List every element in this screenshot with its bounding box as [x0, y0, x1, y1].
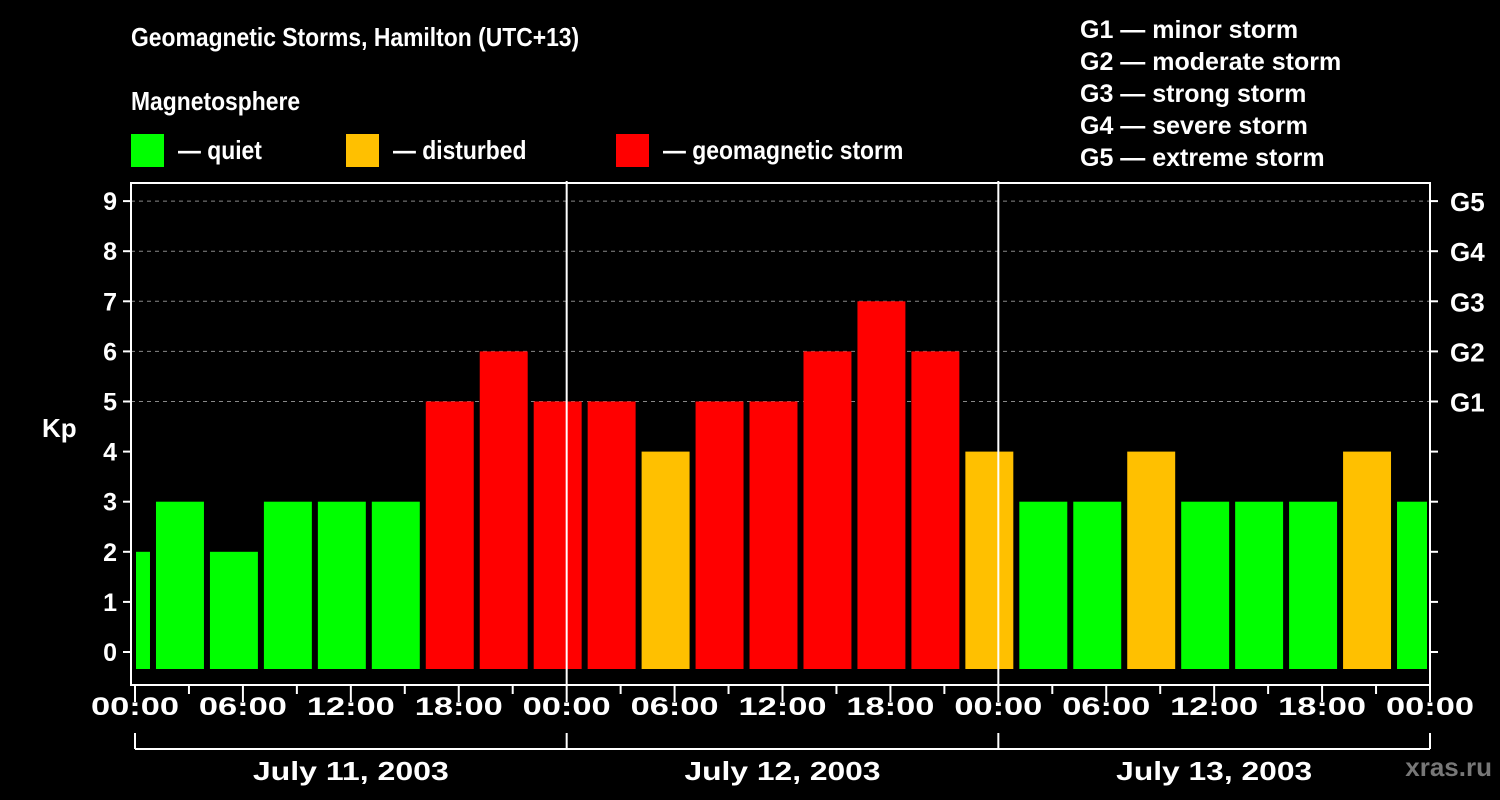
legend-storm: — geomagnetic storm: [616, 133, 936, 167]
kp-bar: [1127, 451, 1176, 669]
legend-disturbed: — disturbed: [346, 133, 545, 167]
y-tick-label: 9: [103, 188, 117, 216]
kp-bar: [1181, 501, 1230, 669]
plot-frame: [130, 182, 1431, 686]
kp-bar: [317, 501, 366, 669]
kp-bar: [965, 451, 1014, 669]
axes: 0 1 2 3 4 5 6 7 8 9 G1 G2 G3 G4 G5 Kp 00:00 06:00 12:00 18:…: [42, 181, 1485, 786]
y-tick-label: 1: [103, 589, 117, 617]
kp-bar: [479, 351, 528, 669]
kp-bar: [587, 401, 636, 669]
g-level-label: G1: [1450, 388, 1485, 418]
kp-bar: [155, 501, 204, 669]
x-tick-label: 18:00: [1278, 693, 1366, 721]
bars: [136, 301, 1427, 669]
x-tick-label: 06:00: [199, 693, 287, 721]
disturbed-swatch: [346, 133, 379, 167]
y-tick-label: 4: [103, 439, 117, 467]
watermark: xras.ru: [1405, 752, 1492, 782]
x-tick-label: 12:00: [307, 693, 395, 721]
kp-bar: [136, 551, 150, 669]
x-tick-label: 00:00: [91, 693, 179, 721]
kp-bar: [641, 451, 690, 669]
date-label: July 12, 2003: [685, 756, 881, 786]
y-tick-label: 7: [103, 288, 117, 316]
x-tick-label: 06:00: [631, 693, 719, 721]
x-tick-label: 12:00: [739, 693, 827, 721]
y-axis-label: Kp: [42, 413, 77, 443]
x-tick-label: 00:00: [523, 693, 611, 721]
kp-bar: [1235, 501, 1284, 669]
kp-bar: [695, 401, 744, 669]
legend-quiet: — quiet: [131, 133, 273, 167]
kp-bar: [1397, 501, 1427, 669]
kp-bar: [803, 351, 852, 669]
y-tick-label: 0: [103, 639, 117, 667]
date-label: July 13, 2003: [1116, 756, 1312, 786]
kp-bar: [209, 551, 258, 669]
date-label: July 11, 2003: [253, 756, 449, 786]
kp-bar: [1019, 501, 1068, 669]
g-level-label: G3: [1450, 287, 1485, 317]
kp-bar: [1289, 501, 1338, 669]
x-tick-label: 06:00: [1062, 693, 1150, 721]
kp-bar: [1073, 501, 1122, 669]
x-tick-label: 00:00: [954, 693, 1042, 721]
g-scale-legend: G1 — minor storm G2 — moderate storm G3 …: [1080, 16, 1342, 172]
g-level-label: G5: [1450, 187, 1485, 217]
kp-bar: [533, 401, 582, 669]
quiet-swatch: [131, 133, 164, 167]
y-tick-label: 3: [103, 489, 117, 517]
x-tick-label: 12:00: [1170, 693, 1258, 721]
y-tick-label: 6: [103, 338, 117, 366]
kp-bar: [263, 501, 312, 669]
kp-bar: [425, 401, 474, 669]
y-tick-label: 8: [103, 238, 117, 266]
kp-bar: [857, 301, 906, 669]
legend-heading: Magnetosphere: [131, 86, 301, 116]
storm-swatch: [616, 133, 649, 167]
y-tick-label: 2: [103, 539, 117, 567]
y-tick-label: 5: [103, 389, 117, 417]
kp-bar: [749, 401, 798, 669]
kp-bar: [911, 351, 960, 669]
g-level-label: G4: [1450, 237, 1485, 267]
x-tick-label: 18:00: [846, 693, 934, 721]
x-tick-label: 00:00: [1386, 693, 1474, 721]
chart-title: Geomagnetic Storms, Hamilton (UTC+13): [131, 22, 580, 52]
kp-bar: [1343, 451, 1392, 669]
x-tick-label: 18:00: [415, 693, 503, 721]
gridlines: [131, 200, 1430, 402]
kp-bar: [371, 501, 420, 669]
g-level-label: G2: [1450, 337, 1485, 367]
